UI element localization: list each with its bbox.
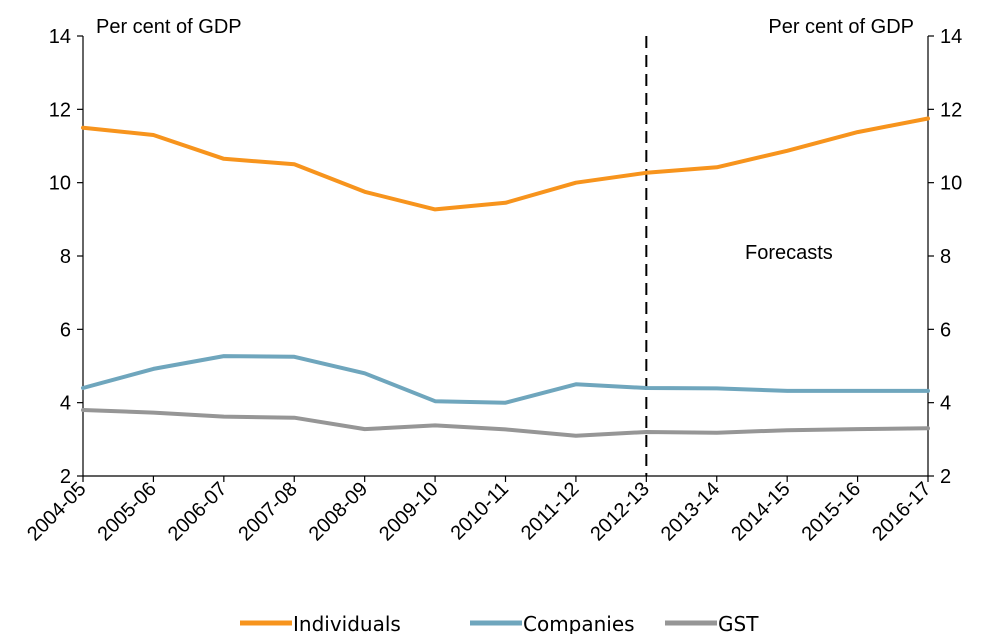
series-line-individuals (81, 116, 930, 212)
x-tick-label: 2013-14 (657, 478, 724, 545)
legend: Individuals Companies GST (240, 612, 759, 634)
series-lines (81, 116, 930, 438)
forecasts-annotation: Forecasts (745, 242, 833, 264)
y-axis-left-ticks: 2 4 6 8 10 12 14 (49, 26, 83, 488)
x-tick-label: 2014-15 (727, 478, 794, 545)
x-tick-label: 2006-07 (164, 478, 231, 545)
y-tick-label-left: 6 (60, 319, 71, 341)
y-tick-label-right: 6 (940, 319, 951, 341)
x-tick-label: 2016-17 (868, 478, 935, 545)
x-tick-label: 2008-09 (305, 478, 372, 545)
x-tick-label: 2004-05 (23, 478, 90, 545)
y-tick-label-right: 8 (940, 246, 951, 268)
y-tick-label-right: 4 (940, 393, 951, 415)
y-tick-label-right: 12 (940, 99, 962, 121)
y-tick-label-left: 14 (49, 26, 71, 48)
x-tick-label: 2009-10 (375, 478, 442, 545)
legend-label-gst: GST (718, 612, 759, 634)
x-tick-label: 2011-12 (517, 478, 583, 544)
y-tick-label-left: 12 (49, 99, 71, 121)
y-tick-label-right: 10 (940, 173, 962, 195)
x-axis-ticks: 2004-05 2005-06 2006-07 2007-08 2008-09 2009-… (23, 476, 936, 545)
y-tick-label-right: 14 (940, 26, 962, 48)
x-tick-label: 2010-11 (447, 478, 513, 544)
series-line-gst (81, 408, 930, 438)
y-tick-label-left: 8 (60, 246, 71, 268)
y-tick-label-left: 2 (60, 466, 71, 488)
legend-label-companies: Companies (523, 612, 635, 634)
x-tick-label: 2015-16 (798, 478, 865, 545)
legend-label-individuals: Individuals (293, 612, 401, 634)
x-tick-label: 2005-06 (93, 478, 160, 545)
y-axis-left-unit-label: Per cent of GDP (96, 16, 242, 38)
series-line-companies (81, 354, 930, 405)
x-tick-label: 2007-08 (234, 478, 301, 545)
y-tick-label-left: 4 (60, 393, 71, 415)
y-tick-label-right: 2 (940, 466, 951, 488)
y-tick-label-left: 10 (49, 173, 71, 195)
y-axis-right-ticks: 2 4 6 8 10 12 14 (928, 26, 962, 488)
y-axis-right-unit-label: Per cent of GDP (768, 16, 914, 38)
x-tick-label: 2012-13 (586, 478, 653, 545)
